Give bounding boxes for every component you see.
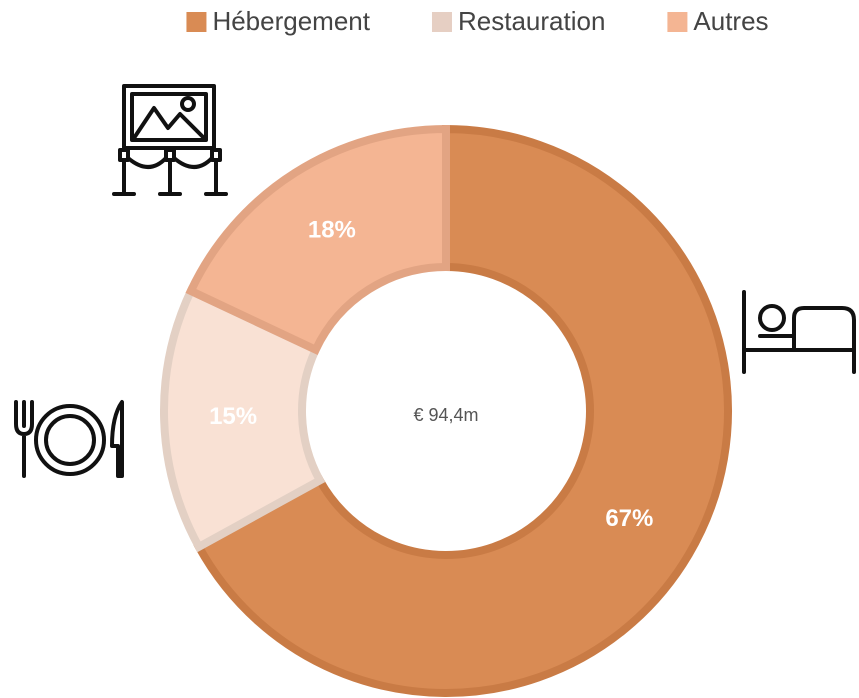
- legend: Hébergement Restauration Autres: [186, 6, 769, 36]
- legend-label: Autres: [693, 6, 768, 36]
- center-label: € 94,4m: [413, 405, 478, 425]
- icon-dinner: [14, 400, 124, 478]
- icon-painting: [112, 84, 228, 196]
- value-label: 15%: [209, 403, 257, 430]
- value-label: 67%: [605, 505, 653, 532]
- legend-label: Hébergement: [212, 6, 370, 36]
- legend-swatch: [667, 12, 688, 32]
- donut-slice: [185, 124, 450, 356]
- value-label: 18%: [308, 217, 356, 244]
- donut-slice: [160, 285, 326, 553]
- legend-label: Restauration: [458, 6, 605, 36]
- donut-slice: [193, 124, 732, 697]
- legend-swatch: [431, 12, 452, 32]
- icon-bed: [742, 290, 856, 374]
- legend-swatch: [186, 12, 207, 32]
